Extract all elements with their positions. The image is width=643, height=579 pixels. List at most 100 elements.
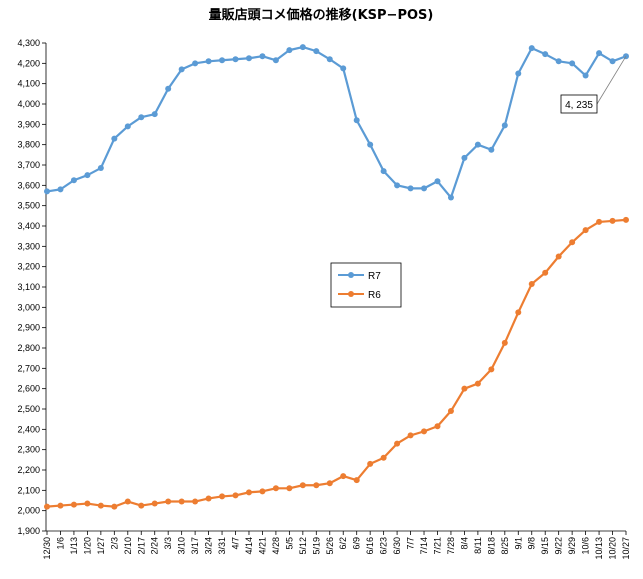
x-tick-label: 5/5 <box>284 537 294 550</box>
data-point-r7 <box>488 146 495 153</box>
data-point-r7 <box>219 57 226 64</box>
x-tick-label: 3/3 <box>163 537 173 550</box>
data-point-r7 <box>474 141 481 148</box>
data-point-r7 <box>447 194 454 201</box>
data-point-r6 <box>124 498 131 505</box>
y-tick-label: 3,000 <box>17 302 40 312</box>
x-tick-label: 9/22 <box>554 537 564 555</box>
y-axis-ticks: 1,900 2,000 2,100 2,200 2,300 2,400 2,500 2,600… <box>17 38 46 536</box>
data-point-r6 <box>178 498 185 505</box>
callout-box <box>560 94 598 114</box>
x-tick-label: 2/24 <box>150 537 160 555</box>
data-point-r6 <box>272 485 279 492</box>
x-tick-label: 2/10 <box>123 537 133 555</box>
data-point-r7 <box>286 47 293 54</box>
x-tick-label: 4/28 <box>271 537 281 555</box>
x-tick-label: 5/12 <box>298 537 308 555</box>
x-tick-label: 9/1 <box>513 537 523 550</box>
y-tick-label: 1,900 <box>17 526 40 536</box>
x-axis-ticks: 12/30 1/6 1/13 1/20 1/27 2/3 2/10 2/17 2/24 3/3 3/… <box>42 531 631 560</box>
x-tick-label: 5/19 <box>311 537 321 555</box>
data-point-r6 <box>70 501 77 508</box>
data-point-r6 <box>434 423 441 430</box>
y-tick-label: 2,000 <box>17 506 40 516</box>
data-point-r6 <box>569 239 576 246</box>
data-point-r6 <box>313 482 320 489</box>
data-point-r6 <box>232 492 239 499</box>
chart-title: 量販店頭コメ価格の推移(KSP−POS) <box>209 7 434 23</box>
y-tick-label: 2,400 <box>17 424 40 434</box>
data-point-r7 <box>528 45 535 52</box>
data-point-r6 <box>151 500 158 507</box>
data-point-r6 <box>97 502 104 509</box>
x-tick-label: 12/30 <box>42 537 52 560</box>
data-point-r7 <box>111 135 118 142</box>
data-point-r7 <box>138 114 145 121</box>
data-point-r7 <box>394 182 401 189</box>
x-tick-label: 10/20 <box>608 537 618 560</box>
data-point-r7 <box>380 168 387 175</box>
series-layer <box>44 44 629 510</box>
data-point-r6 <box>138 502 145 509</box>
data-point-r7 <box>326 56 333 63</box>
data-point-r7 <box>555 58 562 65</box>
legend-label-r7: R7 <box>368 271 381 282</box>
data-point-r7 <box>421 185 428 192</box>
data-point-r6 <box>501 339 508 346</box>
data-point-r6 <box>474 380 481 387</box>
y-tick-label: 4,200 <box>17 58 40 68</box>
data-point-r7 <box>232 56 239 63</box>
x-tick-label: 6/30 <box>392 537 402 555</box>
data-point-r6 <box>259 488 266 495</box>
y-tick-label: 2,700 <box>17 363 40 373</box>
y-tick-label: 2,600 <box>17 384 40 394</box>
data-point-r6 <box>394 440 401 447</box>
x-tick-label: 8/11 <box>473 537 483 554</box>
y-tick-label: 2,100 <box>17 485 40 495</box>
series-line-r7 <box>46 45 627 199</box>
data-point-r7 <box>245 55 252 62</box>
data-point-r6 <box>57 502 64 509</box>
data-point-r6 <box>555 253 562 260</box>
y-tick-label: 2,500 <box>17 404 40 414</box>
data-point-r6 <box>84 500 91 507</box>
y-tick-label: 4,300 <box>17 38 40 48</box>
data-point-r6 <box>421 428 428 435</box>
data-point-r7 <box>434 178 441 185</box>
data-point-r7 <box>542 51 549 58</box>
data-point-r6 <box>340 473 347 480</box>
x-tick-label: 1/13 <box>69 537 79 555</box>
x-tick-label: 2/3 <box>109 537 119 550</box>
data-point-r7 <box>461 154 468 161</box>
data-point-r7 <box>515 70 522 77</box>
data-point-r7 <box>353 117 360 124</box>
x-tick-label: 4/14 <box>244 537 254 555</box>
data-point-r6 <box>488 366 495 373</box>
data-point-r7 <box>84 172 91 179</box>
data-callout: 4, 235 <box>560 56 627 114</box>
y-tick-label: 3,400 <box>17 221 40 231</box>
legend-marker-r6 <box>348 291 354 297</box>
data-point-r6 <box>461 385 468 392</box>
legend-label-r6: R6 <box>368 290 381 301</box>
data-point-r6 <box>407 432 414 439</box>
x-tick-label: 4/7 <box>231 537 241 550</box>
y-tick-label: 2,800 <box>17 343 40 353</box>
x-tick-label: 8/25 <box>500 537 510 555</box>
y-tick-label: 3,500 <box>17 201 40 211</box>
data-point-r6 <box>205 495 212 502</box>
x-tick-label: 4/21 <box>257 537 267 555</box>
data-point-r7 <box>259 53 266 60</box>
x-tick-label: 10/13 <box>594 537 604 560</box>
y-tick-label: 4,100 <box>17 79 40 89</box>
x-tick-label: 10/27 <box>621 537 631 560</box>
data-point-r7 <box>124 123 131 130</box>
data-point-r6 <box>192 498 199 505</box>
data-point-r6 <box>111 503 118 510</box>
y-tick-label: 4,000 <box>17 99 40 109</box>
x-tick-label: 5/26 <box>325 537 335 555</box>
x-tick-label: 7/28 <box>446 537 456 555</box>
y-tick-label: 2,900 <box>17 323 40 333</box>
x-tick-label: 1/20 <box>82 537 92 555</box>
data-point-r7 <box>582 72 589 79</box>
